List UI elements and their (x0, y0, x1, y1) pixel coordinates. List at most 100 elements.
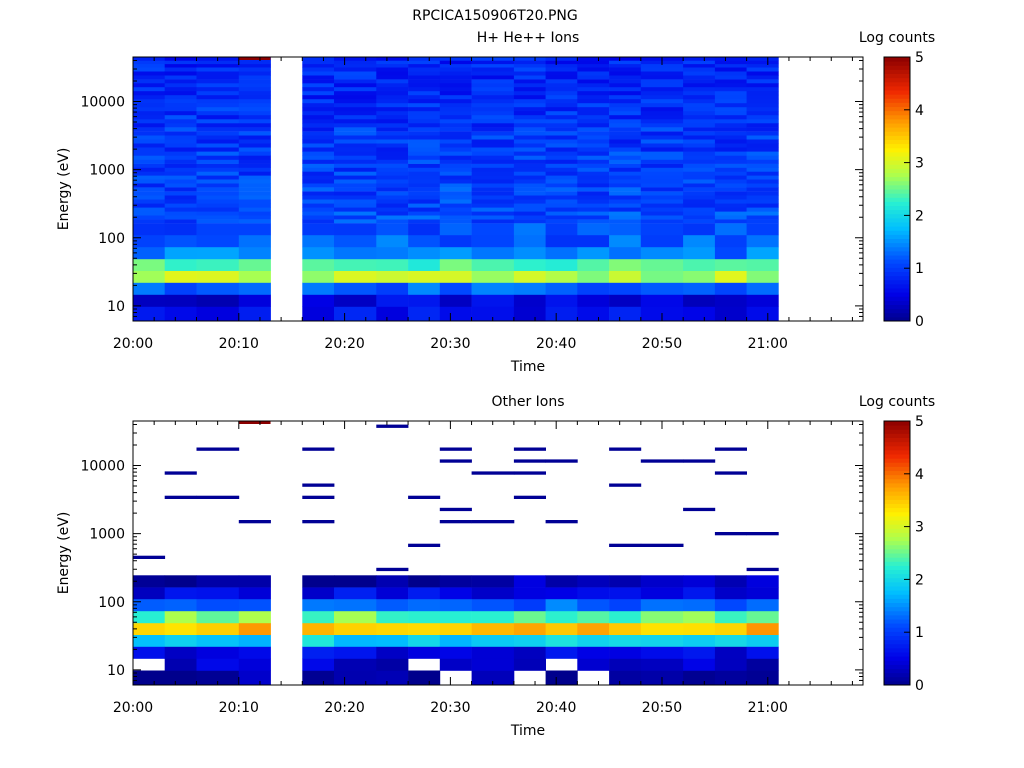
heatmap-cell (334, 98, 377, 104)
heatmap-cell (164, 587, 197, 600)
heatmap-cell (408, 175, 441, 180)
heatmap-cell (164, 79, 197, 84)
heatmap-cell (577, 106, 610, 112)
heatmap-cell (714, 155, 747, 160)
heatmap-cell (640, 646, 684, 659)
heatmap-cell (714, 75, 747, 80)
heatmap-cell (545, 199, 578, 204)
heatmap-cell (164, 258, 197, 271)
heatmap-cell (683, 223, 716, 236)
heatmap-cell (577, 98, 610, 104)
heatmap-cell (471, 94, 515, 100)
heatmap-cell (334, 114, 377, 120)
colorbar-swatch (884, 421, 910, 426)
heatmap-cell (714, 203, 747, 208)
heatmap-cell (513, 110, 546, 116)
heatmap-cell (471, 151, 515, 156)
heatmap-cell (471, 159, 515, 164)
heatmap-cell (238, 94, 271, 100)
colorbar-swatch (884, 499, 910, 505)
heatmap-cell (471, 110, 515, 116)
colorbar-tick-label: 2 (915, 208, 924, 224)
heatmap-cell (746, 67, 779, 72)
heatmap-cell (376, 71, 409, 76)
heatmap-cell (439, 447, 472, 451)
heatmap-cell (513, 191, 546, 196)
heatmap-cell (513, 175, 546, 180)
heatmap-cell (408, 163, 441, 168)
heatmap-cell (714, 191, 747, 196)
heatmap-cell (133, 151, 166, 156)
heatmap-cell (609, 483, 642, 487)
heatmap-cell (439, 207, 472, 212)
heatmap-cell (334, 127, 377, 132)
colorbar-swatch (884, 425, 910, 430)
heatmap-cell (640, 71, 684, 76)
heatmap-cell (238, 223, 271, 236)
heatmap-cell (471, 598, 515, 612)
heatmap-cell (640, 183, 684, 188)
heatmap-cell (302, 207, 335, 212)
colorbar-swatch (884, 561, 910, 566)
heatmap-cell (609, 175, 642, 180)
y-axis-label: Energy (eV) (56, 512, 72, 595)
heatmap-cell (714, 447, 747, 451)
heatmap-cell (376, 147, 409, 152)
colorbar-swatch (884, 106, 910, 112)
heatmap-cell (302, 75, 335, 80)
colorbar-swatch (884, 250, 910, 256)
heatmap-cell (471, 223, 515, 236)
heatmap-cell (376, 234, 409, 248)
heatmap-cell (746, 60, 779, 65)
heatmap-cell (471, 207, 515, 212)
colorbar-swatch (884, 168, 910, 174)
heatmap-cell (196, 183, 240, 188)
heatmap-cell (746, 622, 779, 635)
heatmap-cell (376, 246, 409, 260)
colorbar-swatch (884, 296, 910, 301)
heatmap-cell (238, 167, 271, 172)
colorbar-tick-label: 3 (915, 156, 924, 172)
heatmap-cell (302, 102, 335, 108)
heatmap-cell (746, 215, 779, 220)
heatmap-cell (513, 447, 546, 451)
x-tick-label: 20:10 (219, 336, 259, 352)
heatmap-cell (302, 495, 335, 499)
heatmap-cell (513, 143, 546, 148)
heatmap-cell (376, 223, 409, 236)
heatmap-cell (545, 282, 578, 295)
heatmap-cell (238, 598, 271, 612)
heatmap-cell (164, 610, 197, 624)
heatmap-cell (746, 143, 779, 148)
heatmap-cell (746, 159, 779, 164)
x-tick-label: 20:40 (536, 700, 576, 716)
heatmap-cell (577, 118, 610, 124)
heatmap-cell (133, 246, 166, 260)
heatmap-cell (238, 75, 271, 80)
colorbar-swatch (884, 656, 910, 661)
heatmap-cell (164, 175, 197, 180)
heatmap-cell (133, 207, 166, 212)
heatmap-cell (609, 234, 642, 248)
panel-title: Other Ions (491, 394, 564, 410)
heatmap-cell (471, 670, 515, 686)
heatmap-cell (683, 234, 716, 248)
heatmap-cell (302, 211, 335, 216)
heatmap-cell (513, 67, 546, 72)
heatmap-cell (746, 179, 779, 184)
heatmap-cell (408, 282, 441, 295)
heatmap-cell (408, 118, 441, 124)
heatmap-cell (164, 71, 197, 76)
colorbar-swatch (884, 172, 910, 178)
colorbar-swatch (884, 647, 910, 653)
heatmap-cell (408, 94, 441, 100)
heatmap-cell (334, 75, 377, 80)
colorbar-swatch (884, 61, 910, 66)
heatmap-cell (746, 270, 779, 283)
x-tick-label: 20:50 (642, 336, 682, 352)
heatmap-cell (196, 87, 240, 92)
heatmap-cell (640, 118, 684, 124)
heatmap-cell (714, 71, 747, 76)
heatmap-cell (640, 155, 684, 160)
x-axis-label: Time (510, 359, 545, 375)
